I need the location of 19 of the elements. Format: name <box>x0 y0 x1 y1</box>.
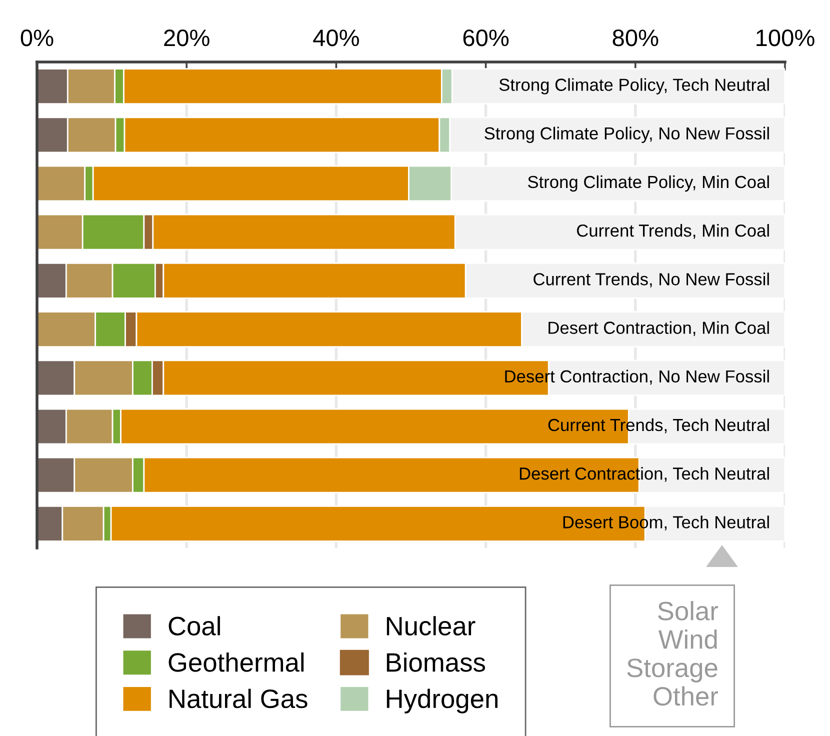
legend-label: Biomass <box>386 652 485 672</box>
y-tick-label: Strong Climate Policy, Tech Neutral <box>499 78 769 94</box>
y-tick-label: Strong Climate Policy, Min Coal <box>528 175 769 192</box>
legend-label: Natural Gas <box>170 688 308 708</box>
x-tick-label: 60% <box>463 30 509 46</box>
legend-label: Geothermal <box>168 652 304 672</box>
x-tick-label: 80% <box>612 30 658 46</box>
y-tick-label: Current Trends, Min Coal <box>576 224 769 239</box>
x-tick-label: 40% <box>313 30 359 46</box>
y-tick-label: Current Trends, No New Fossil <box>534 272 769 288</box>
text: Solar Wind Storage Other <box>627 601 718 706</box>
legend-label: Nuclear <box>386 616 476 636</box>
x-tick-label: 100% <box>756 30 814 46</box>
x-tick-label: 20% <box>164 30 210 46</box>
y-tick-label: Desert Contraction, Min Coal <box>548 321 769 336</box>
x-tick-label: 0% <box>20 30 54 46</box>
legend-label: Coal <box>168 616 220 636</box>
legend-label: Hydrogen <box>386 688 498 714</box>
y-tick-label: Strong Climate Policy, No New Fossil <box>484 126 769 143</box>
